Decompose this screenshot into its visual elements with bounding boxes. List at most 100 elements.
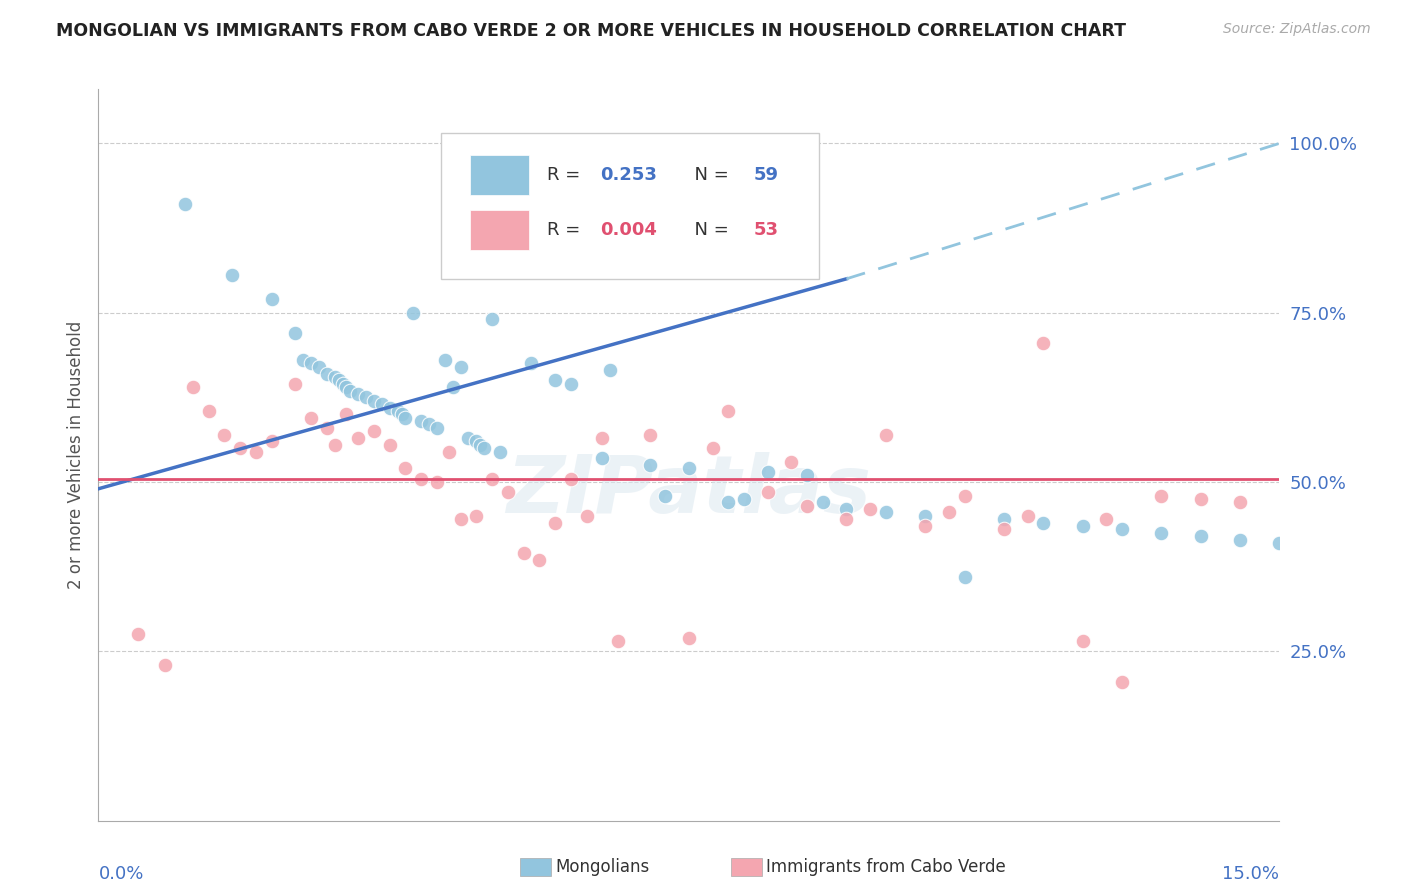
Point (371, 397, 394, 411)
Point (465, 434, 488, 449)
Point (702, 441, 724, 455)
Point (284, 326, 307, 340)
Point (378, 438, 401, 452)
Point (292, 353, 315, 368)
Point (347, 387, 370, 401)
Point (299, 410, 322, 425)
Point (575, 508, 598, 523)
Point (678, 461, 700, 475)
Point (1111, 523, 1133, 537)
Point (155, 657, 177, 672)
Point (938, 506, 960, 520)
Text: R =: R = (547, 221, 586, 239)
Point (733, 491, 755, 506)
Point (780, 455, 803, 469)
Text: Mongolians: Mongolians (555, 858, 650, 876)
Point (339, 384, 361, 398)
Point (914, 508, 936, 523)
Point (245, 444, 267, 458)
Point (1032, 336, 1054, 351)
Point (835, 502, 858, 516)
Point (465, 508, 488, 523)
Point (678, 631, 700, 645)
Point (391, 407, 413, 421)
Text: 59: 59 (754, 166, 779, 184)
Point (544, 373, 567, 387)
Point (470, 438, 492, 452)
Text: N =: N = (683, 221, 734, 239)
Point (328, 373, 350, 387)
Point (315, 421, 337, 435)
Point (411, 414, 433, 428)
Point (335, 407, 357, 421)
FancyBboxPatch shape (441, 133, 818, 279)
Point (1111, 674, 1133, 689)
Point (489, 444, 512, 458)
Point (394, 410, 416, 425)
Point (520, 357, 543, 371)
Point (437, 444, 460, 458)
Point (859, 502, 882, 516)
Point (221, 268, 243, 283)
Y-axis label: 2 or more Vehicles in Household: 2 or more Vehicles in Household (66, 321, 84, 589)
Point (197, 404, 219, 418)
Point (607, 634, 630, 648)
Text: N =: N = (683, 166, 734, 184)
Point (638, 427, 661, 442)
Point (717, 404, 740, 418)
Point (544, 516, 567, 530)
Point (481, 472, 503, 486)
Point (441, 380, 464, 394)
Text: 0.253: 0.253 (600, 166, 657, 184)
Text: 0.004: 0.004 (600, 221, 657, 239)
Point (481, 312, 503, 326)
Point (308, 359, 330, 374)
Point (993, 512, 1015, 526)
Point (426, 475, 449, 489)
Point (1189, 491, 1212, 506)
Point (1150, 489, 1173, 503)
Point (1150, 525, 1173, 540)
Text: 53: 53 (754, 221, 779, 239)
Point (387, 404, 409, 418)
Point (323, 438, 346, 452)
Point (512, 546, 534, 560)
Point (335, 380, 357, 394)
Point (875, 427, 897, 442)
Point (394, 461, 416, 475)
Point (363, 393, 385, 408)
Point (591, 431, 613, 445)
Point (284, 376, 307, 391)
Point (229, 441, 252, 455)
Point (599, 363, 621, 377)
Point (411, 472, 433, 486)
Point (591, 451, 613, 466)
Point (638, 458, 661, 472)
Point (717, 495, 740, 509)
Point (402, 306, 425, 320)
Point (450, 359, 472, 374)
Point (756, 465, 779, 479)
Point (796, 468, 818, 483)
Point (315, 367, 337, 381)
Point (174, 197, 197, 211)
Point (1017, 508, 1039, 523)
Point (560, 376, 582, 391)
Point (299, 357, 322, 371)
Point (1189, 529, 1212, 543)
Point (332, 376, 354, 391)
Text: R =: R = (547, 166, 586, 184)
Point (953, 570, 976, 584)
Point (181, 380, 204, 394)
Point (993, 523, 1015, 537)
Point (1229, 533, 1251, 547)
Point (323, 370, 346, 384)
Point (354, 390, 377, 404)
Point (796, 499, 818, 513)
Point (260, 292, 283, 306)
Point (914, 519, 936, 533)
Point (450, 512, 472, 526)
Point (472, 441, 495, 455)
Point (1071, 634, 1094, 648)
Point (529, 553, 551, 567)
